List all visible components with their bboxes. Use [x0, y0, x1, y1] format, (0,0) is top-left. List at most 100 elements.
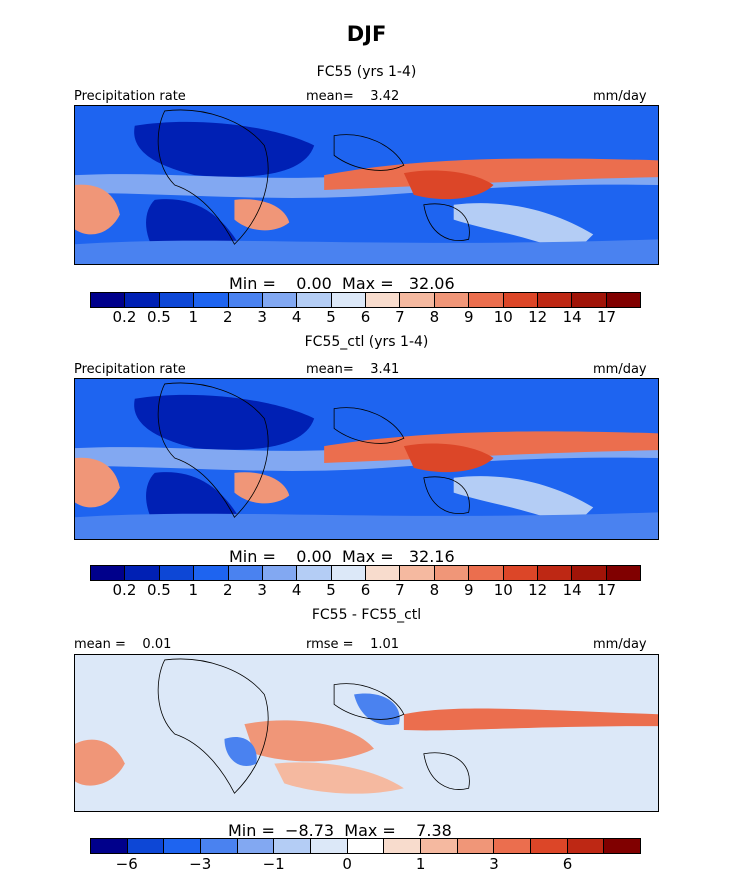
colorbar-swatch	[159, 293, 195, 307]
colorbar-swatch	[366, 566, 401, 580]
itcz-band	[324, 158, 658, 190]
colorbar-tick-label: 17	[597, 308, 617, 326]
colorbar-swatch	[194, 293, 229, 307]
colorbar-tick-label: 1	[188, 308, 199, 326]
panel-2-mean-label: mean= 3.41	[306, 362, 400, 377]
colorbar-tick-label: 7	[395, 581, 405, 599]
panel-3-colorbar	[90, 838, 641, 854]
panel-2-precip-map	[74, 378, 659, 540]
colorbar-swatch	[201, 839, 238, 853]
panel-3-rmse-label: rmse = 1.01	[306, 637, 400, 652]
colorbar-tick-label: 14	[562, 581, 582, 599]
colorbar-swatch	[572, 293, 607, 307]
colorbar-swatch	[91, 566, 126, 580]
positive-anomaly	[244, 720, 374, 762]
colorbar-swatch	[366, 293, 401, 307]
colorbar-swatch	[537, 293, 573, 307]
panel-3-subtitle: FC55 - FC55_ctl	[311, 607, 422, 623]
colorbar-tick-label: 14	[562, 308, 582, 326]
dry-region	[134, 121, 315, 177]
figure-title: DJF	[346, 22, 387, 46]
colorbar-tick-label: 4	[291, 308, 302, 326]
colorbar-swatch	[469, 566, 504, 580]
coastlines	[157, 658, 470, 794]
maritime-continent-rain	[403, 443, 494, 473]
colorbar-tick-label: −1	[262, 855, 285, 873]
panel-1-units-label: mm/day	[593, 89, 647, 104]
coastlines	[157, 109, 470, 245]
positive-anomaly	[75, 739, 125, 786]
colorbar-swatch	[434, 293, 470, 307]
colorbar-swatch	[125, 566, 160, 580]
panel-1-colorbar-ticks: 0.2 0.5 1 2 3 4 5 6 7 8 9 10 12 14 17	[90, 308, 641, 326]
panel-3-units-label: mm/day	[593, 637, 647, 652]
colorbar-tick-label: 8	[429, 308, 440, 326]
positive-anomaly	[403, 708, 658, 731]
maritime-continent-rain	[403, 170, 494, 200]
storm-track	[75, 239, 658, 264]
colorbar-tick-label: −3	[189, 855, 212, 873]
colorbar-tick-label: 0.5	[146, 581, 171, 599]
colorbar-tick-label: 10	[493, 308, 513, 326]
spcz-band	[453, 476, 594, 528]
colorbar-tick-label: 0	[342, 855, 352, 873]
colorbar-swatch	[503, 566, 538, 580]
colorbar-swatch	[91, 293, 126, 307]
africa-rain	[234, 472, 290, 504]
colorbar-tick-label: 9	[464, 308, 474, 326]
panel-1-subtitle: FC55 (yrs 1-4)	[316, 64, 417, 80]
colorbar-swatch	[91, 839, 128, 853]
colorbar-tick-label: 0.2	[112, 308, 137, 326]
colorbar-swatch	[274, 839, 312, 853]
colorbar-tick-label: 0.5	[146, 308, 171, 326]
colorbar-tick-label: 12	[528, 581, 548, 599]
positive-anomaly	[274, 762, 404, 794]
colorbar-swatch	[194, 566, 229, 580]
colorbar-swatch	[384, 839, 422, 853]
colorbar-swatch	[228, 293, 263, 307]
colorbar-tick-label: 5	[326, 308, 336, 326]
colorbar-swatch	[469, 293, 504, 307]
colorbar-swatch	[400, 293, 435, 307]
colorbar-swatch	[457, 839, 495, 853]
colorbar-swatch	[331, 566, 366, 580]
panel-1-stats: Min = 0.00 Max = 32.06	[229, 274, 455, 293]
colorbar-swatch	[537, 566, 573, 580]
colorbar-swatch	[347, 839, 385, 853]
colorbar-tick-label: 6	[562, 855, 573, 873]
colorbar-tick-label: 10	[493, 581, 513, 599]
itcz-band	[324, 431, 658, 463]
panel-1-map-svg	[75, 106, 658, 264]
colorbar-swatch	[567, 839, 605, 853]
colorbar-swatch	[297, 566, 332, 580]
colorbar-swatch	[262, 566, 298, 580]
colorbar-tick-label: 3	[257, 308, 267, 326]
storm-track	[75, 512, 658, 539]
colorbar-tick-label: 4	[291, 581, 302, 599]
colorbar-swatch	[503, 293, 538, 307]
colorbar-swatch	[125, 293, 160, 307]
panel-1-mean-label: mean= 3.42	[306, 89, 400, 104]
colorbar-tick-label: 0.2	[112, 581, 137, 599]
panel-3-map-svg	[75, 655, 658, 811]
colorbar-tick-label: 2	[222, 308, 233, 326]
panel-3-difference-map	[74, 654, 659, 812]
dry-region	[134, 394, 315, 450]
colorbar-tick-label: 8	[429, 581, 440, 599]
amazon-rain	[75, 457, 120, 508]
panel-2-colorbar-ticks: 0.2 0.5 1 2 3 4 5 6 7 8 9 10 12 14 17	[90, 581, 641, 599]
colorbar-swatch	[421, 839, 458, 853]
coastlines	[157, 382, 470, 518]
colorbar-tick-label: 6	[360, 581, 371, 599]
colorbar-tick-label: 7	[395, 308, 405, 326]
colorbar-swatch	[604, 839, 641, 853]
spcz-band	[453, 203, 594, 255]
panel-3-stats: Min = −8.73 Max = 7.38	[228, 821, 452, 840]
panel-2-colorbar	[90, 565, 641, 581]
colorbar-swatch	[494, 839, 532, 853]
colorbar-swatch	[331, 293, 366, 307]
panel-1-colorbar	[90, 292, 641, 308]
colorbar-swatch	[400, 566, 435, 580]
colorbar-tick-label: 2	[222, 581, 233, 599]
negative-anomaly	[224, 736, 257, 766]
